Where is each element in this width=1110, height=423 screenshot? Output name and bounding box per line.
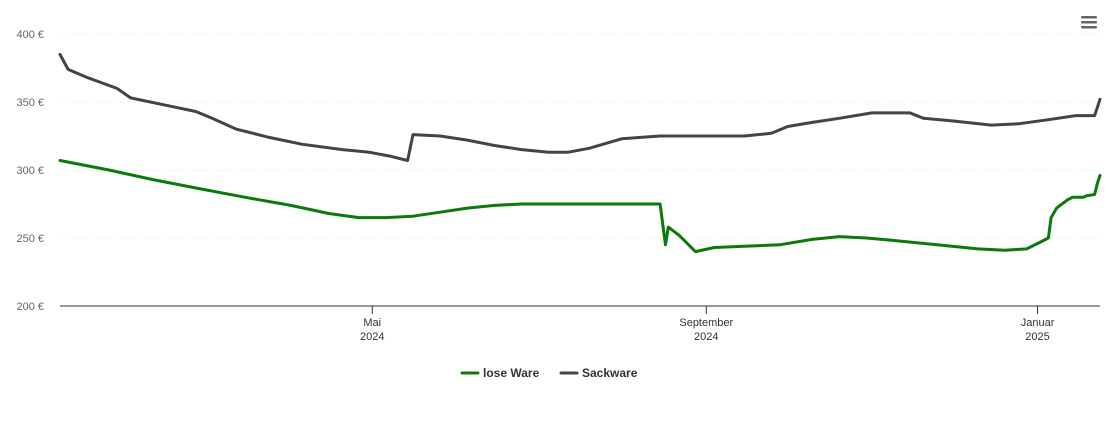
y-tick-label: 400 € [16,29,44,41]
series-lines [58,52,1102,254]
y-axis-labels: 200 € 250 € 300 € 350 € 400 € [16,29,44,313]
x-tick-year-label: 2025 [1025,331,1049,343]
grid-lines [60,33,1100,239]
legend-item[interactable]: Sackware [559,366,638,380]
legend[interactable]: lose Ware Sackware [460,366,638,380]
x-tick-year-label: 2024 [360,331,384,343]
y-tick-label: 350 € [16,97,44,109]
x-tick-label: Januar [1021,317,1055,329]
hamburger-menu-icon [1081,16,1097,29]
y-tick-label: 300 € [16,165,44,177]
y-tick-label: 250 € [16,233,44,245]
y-tick-label: 200 € [16,301,44,313]
x-tick-year-label: 2024 [694,331,718,343]
series-line[interactable] [58,52,1102,162]
chart-menu-button[interactable] [1080,14,1098,30]
legend-label: lose Ware [483,366,540,380]
series-line[interactable] [58,159,1102,254]
legend-item[interactable]: lose Ware [460,366,540,380]
legend-label: Sackware [582,366,638,380]
x-tick-label: Mai [363,317,381,329]
x-tick-label: September [679,317,733,329]
x-axis-labels: Mai 2024 September 2024 Januar 2025 [360,306,1055,343]
